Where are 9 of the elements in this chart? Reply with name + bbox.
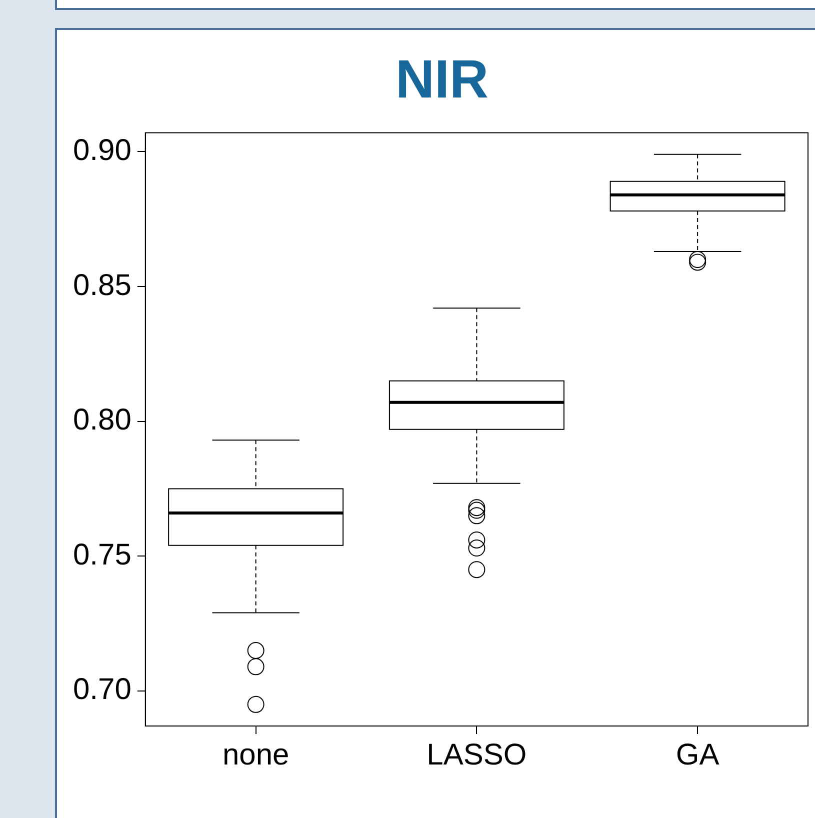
x-tick-label: GA — [676, 738, 720, 772]
chart-title: NIR — [396, 49, 488, 110]
y-tick-label: 0.80 — [73, 404, 132, 437]
y-tick-label: 0.70 — [73, 673, 132, 706]
y-tick-label: 0.90 — [73, 134, 132, 167]
x-tick-label: none — [222, 738, 290, 772]
y-tick-label: 0.85 — [73, 268, 132, 302]
y-tick-label: 0.75 — [73, 538, 132, 572]
x-tick-label: LASSO — [426, 738, 527, 772]
